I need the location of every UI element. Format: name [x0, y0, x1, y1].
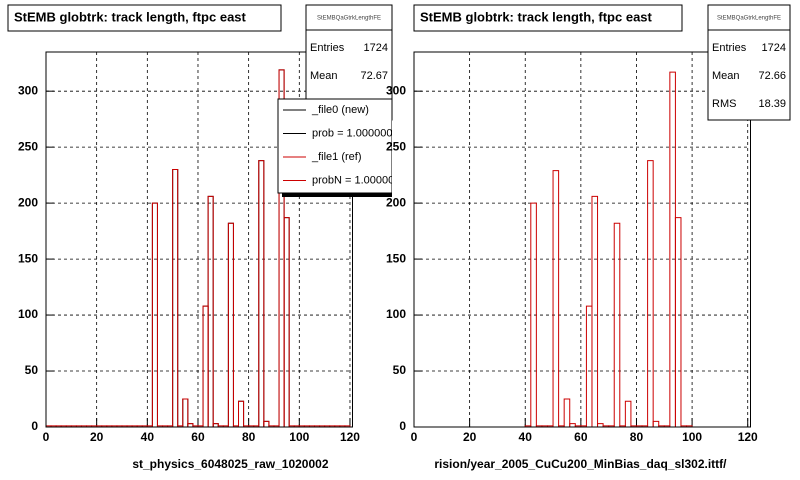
histogram-bin [151, 202, 158, 427]
histogram-bin [613, 222, 621, 427]
histogram-bin [182, 398, 189, 427]
x-tick-label: 80 [630, 430, 644, 444]
legend-label: _file1 (ref) [311, 151, 362, 163]
y-tick-label: 0 [399, 419, 406, 433]
y-tick-label: 300 [18, 83, 38, 97]
x-tick-label: 20 [463, 430, 477, 444]
x-tick-label: 80 [242, 430, 256, 444]
histogram-bin [647, 160, 654, 427]
x-tick-label: 120 [340, 430, 360, 444]
x-tick-label: 20 [90, 430, 104, 444]
histogram-bin [563, 398, 571, 427]
x-tick-label: 100 [682, 430, 702, 444]
histogram-bin [187, 423, 194, 427]
histogram-bin [227, 222, 234, 427]
x-tick-label: 40 [519, 430, 533, 444]
x-tick-label: 40 [141, 430, 155, 444]
chart-title: StEMB globtrk: track length, ftpc east [14, 9, 247, 24]
histogram-bin [686, 425, 693, 427]
x-axis-label: st_physics_6048025_raw_1020002 [132, 457, 328, 471]
histogram-bin [258, 160, 265, 427]
panel: 0 50 100 150 200 250 300 0 20 40 60 80 100 120 rision/… [386, 4, 791, 471]
y-tick-label: 200 [386, 195, 406, 209]
stats-value: 1724 [762, 42, 786, 54]
histogram-bin [263, 420, 270, 427]
histogram-bin [652, 420, 660, 427]
x-tick-label: 120 [738, 430, 758, 444]
histogram-bin [172, 169, 179, 427]
title-box [413, 4, 683, 32]
panel: 0 50 100 150 200 250 300 0 20 40 60 80 100 120 st_phys… [7, 4, 400, 471]
y-tick-label: 50 [25, 363, 39, 377]
stats-title: StEMBQaGtrkLengthFE [717, 16, 781, 22]
x-tick-label: 0 [43, 430, 50, 444]
y-tick-label: 250 [386, 139, 406, 153]
histogram-bin [552, 170, 560, 427]
legend-label: probN = 1.000000 [312, 174, 400, 186]
chart-title: StEMB globtrk: track length, ftpc east [420, 9, 653, 24]
histogram-bin [569, 423, 576, 427]
stats-label: RMS [712, 98, 736, 110]
histogram-bin [591, 195, 599, 427]
y-tick-label: 100 [18, 307, 38, 321]
stats-box [707, 4, 791, 121]
legend-label: _file0 (new) [311, 104, 369, 116]
stats-value: 18.39 [758, 98, 786, 110]
histogram-bin [674, 217, 682, 427]
y-tick-label: 150 [18, 251, 38, 265]
legend: _file0 (new) prob = 1.000000 _file1 (ref) p… [277, 98, 400, 197]
stats-label: Entries [310, 42, 345, 54]
stats-label: Mean [712, 70, 740, 82]
x-axis-label: rision/year_2005_CuCu200_MinBias_daq_sl3… [434, 457, 727, 471]
histogram-bin [212, 423, 219, 427]
stats-title: StEMBQaGtrkLengthFE [317, 16, 381, 22]
x-tick-label: 100 [289, 430, 309, 444]
stats-value: 72.66 [758, 70, 786, 82]
y-tick-label: 150 [386, 251, 406, 265]
x-tick-label: 0 [411, 430, 418, 444]
histogram-bin [207, 195, 214, 427]
y-tick-label: 300 [386, 83, 406, 97]
y-tick-label: 0 [31, 419, 38, 433]
x-tick-label: 60 [574, 430, 588, 444]
y-tick-label: 200 [18, 195, 38, 209]
x-tick-label: 60 [191, 430, 205, 444]
y-tick-label: 250 [18, 139, 38, 153]
histogram-bin [238, 400, 245, 427]
plot-border [45, 51, 353, 428]
histogram-bin [283, 217, 290, 427]
plot-border [413, 51, 751, 428]
legend-label: prob = 1.000000 [312, 127, 392, 139]
histogram-bin [530, 202, 537, 427]
legend-box [277, 98, 392, 194]
stats-value: 1724 [364, 42, 388, 54]
histogram-bin [597, 423, 604, 427]
y-tick-label: 100 [386, 307, 406, 321]
title-box [7, 4, 282, 32]
plot-frame [413, 51, 751, 428]
histogram-bin [344, 425, 351, 427]
y-tick-label: 50 [393, 363, 407, 377]
stats-label: Entries [712, 42, 747, 54]
stats-value: 72.67 [360, 70, 388, 82]
histogram-bin [624, 400, 632, 427]
stats-label: Mean [310, 70, 338, 82]
